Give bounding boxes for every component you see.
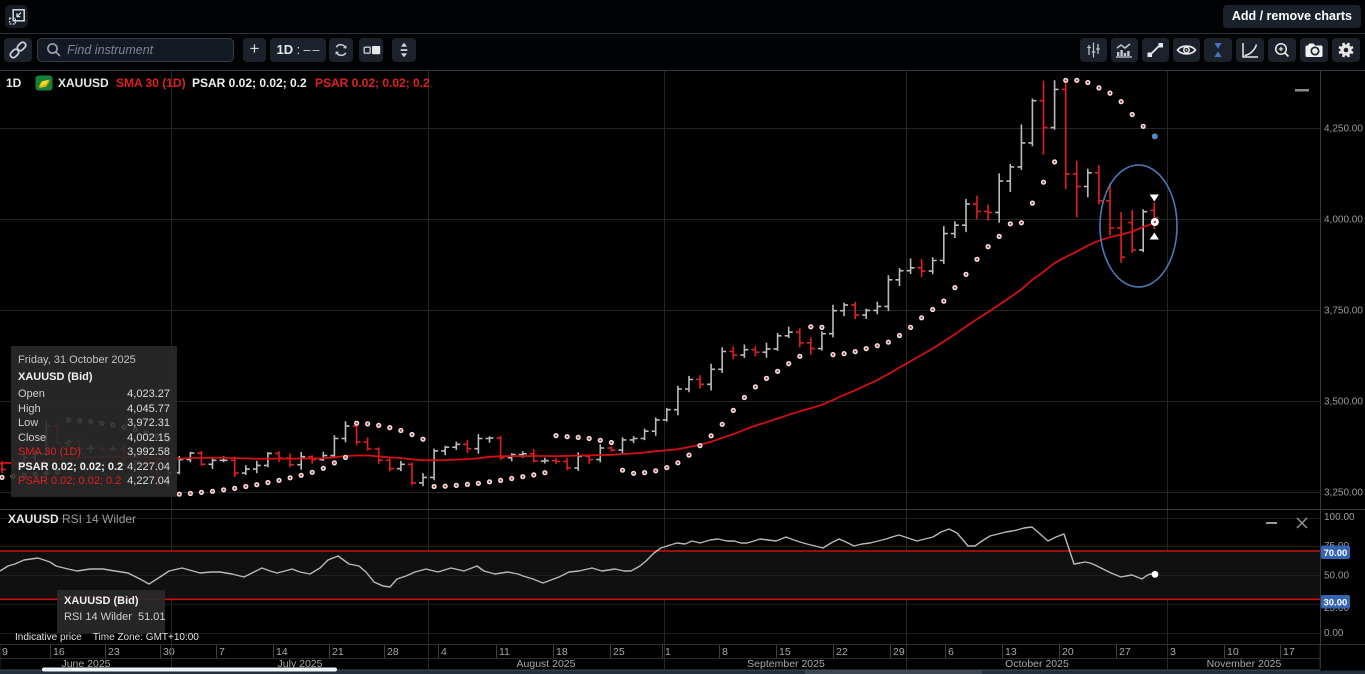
svg-text:4,000.00: 4,000.00	[1324, 215, 1363, 226]
svg-text:7: 7	[219, 646, 225, 658]
svg-text:16: 16	[53, 646, 65, 658]
svg-text:17: 17	[1283, 646, 1295, 658]
svg-text:September 2025: September 2025	[747, 658, 825, 670]
svg-text:23: 23	[108, 646, 120, 658]
svg-text:14: 14	[276, 646, 288, 658]
svg-text:50.00: 50.00	[1324, 571, 1349, 582]
svg-text:13: 13	[1005, 646, 1017, 658]
svg-text:3: 3	[1170, 646, 1176, 658]
svg-text:20: 20	[1062, 646, 1074, 658]
svg-text:30.00: 30.00	[1324, 598, 1348, 609]
svg-text:June 2025: June 2025	[61, 658, 110, 670]
svg-text:3,250.00: 3,250.00	[1324, 488, 1363, 499]
svg-text:8: 8	[722, 646, 728, 658]
svg-text:22: 22	[836, 646, 848, 658]
svg-text:27: 27	[1119, 646, 1131, 658]
svg-text:18: 18	[556, 646, 568, 658]
svg-text:21: 21	[332, 646, 344, 658]
svg-text:August 2025: August 2025	[517, 658, 576, 670]
svg-text:3,500.00: 3,500.00	[1324, 397, 1363, 408]
svg-text:October 2025: October 2025	[1005, 658, 1069, 670]
svg-text:25: 25	[613, 646, 625, 658]
svg-text:4,250.00: 4,250.00	[1324, 124, 1363, 135]
svg-text:9: 9	[2, 646, 8, 658]
svg-text:July 2025: July 2025	[278, 658, 323, 670]
svg-text:3,750.00: 3,750.00	[1324, 306, 1363, 317]
svg-text:1: 1	[665, 646, 671, 658]
svg-text:10: 10	[1227, 646, 1239, 658]
svg-text:29: 29	[893, 646, 905, 658]
svg-text:15: 15	[779, 646, 791, 658]
svg-text:0.00: 0.00	[1324, 628, 1344, 639]
svg-text:28: 28	[387, 646, 399, 658]
svg-text:100.00: 100.00	[1324, 512, 1355, 523]
svg-text:70.00: 70.00	[1324, 548, 1348, 559]
svg-text:11: 11	[499, 646, 510, 658]
svg-text:30: 30	[163, 646, 175, 658]
svg-text:November 2025: November 2025	[1207, 658, 1282, 670]
svg-text:4: 4	[441, 646, 447, 658]
svg-text:6: 6	[948, 646, 954, 658]
